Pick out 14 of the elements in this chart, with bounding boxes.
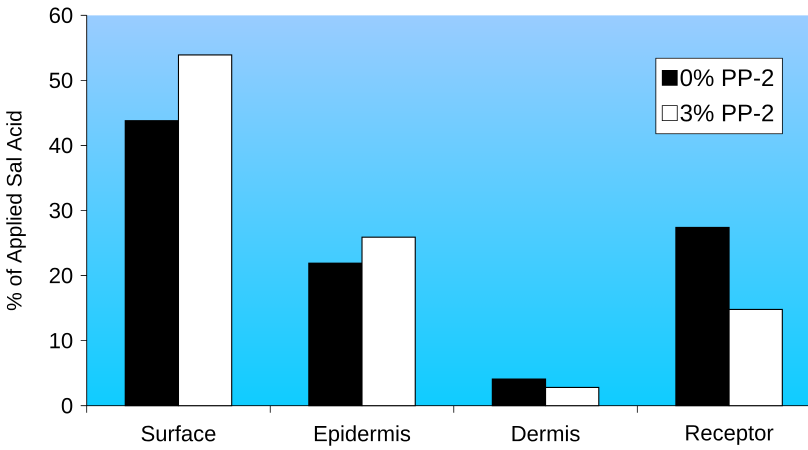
y-tick-label: 0 — [62, 398, 72, 414]
y-tick-label: 50 — [50, 72, 72, 88]
y-tick-label: 20 — [50, 268, 72, 284]
x-tick-label: Receptor — [686, 425, 774, 445]
legend-label: 0% PP-2 — [680, 69, 774, 86]
x-tick-label: Epidermis — [314, 425, 410, 446]
y-axis-title: % of Applied Sal Acid — [6, 112, 26, 310]
y-tick-label: 40 — [49, 138, 72, 154]
y-tick-label: 10 — [50, 332, 72, 348]
y-tick-label: 60 — [50, 8, 72, 24]
y-tick-label: 30 — [50, 202, 72, 218]
legend-label: 3% PP-2 — [680, 104, 774, 122]
x-tick-label: Dermis — [512, 425, 580, 442]
x-tick-label: Surface — [142, 425, 216, 442]
